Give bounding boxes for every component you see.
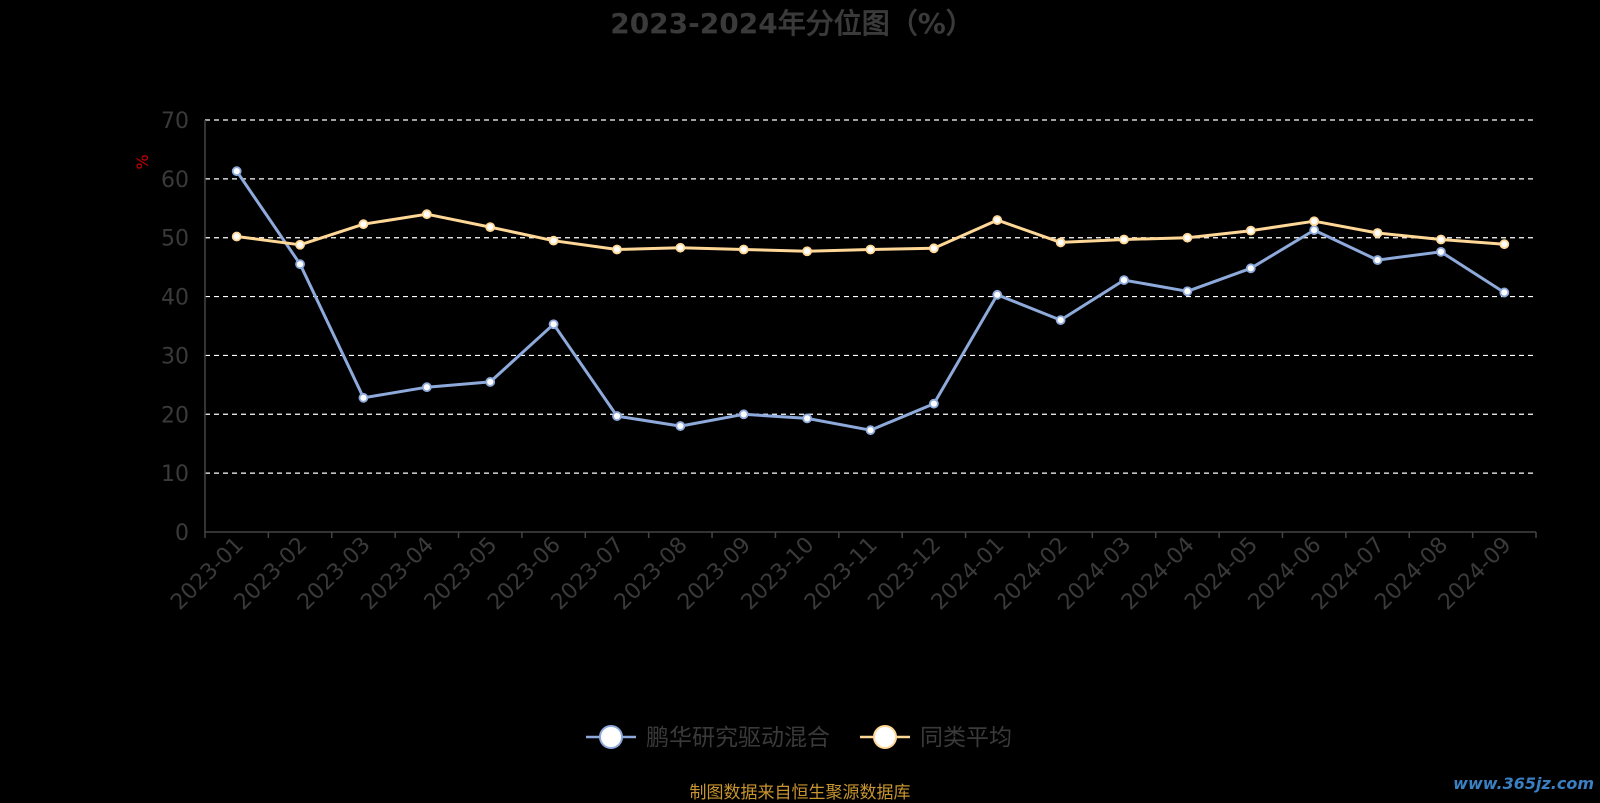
series-2-point xyxy=(358,219,369,230)
series-2-point xyxy=(865,244,876,255)
series-1-point xyxy=(802,413,813,424)
series-1-point xyxy=(865,425,876,436)
series-1-point xyxy=(1055,315,1066,326)
legend-swatch-marker-1 xyxy=(599,725,623,749)
series-2-point xyxy=(675,242,686,253)
series-2-point xyxy=(1119,234,1129,245)
series-2-point xyxy=(1245,225,1256,236)
series-2-point xyxy=(1309,216,1320,227)
series-1-point xyxy=(675,421,686,431)
series-1-point xyxy=(548,319,559,330)
legend-swatch-marker-2 xyxy=(873,725,897,749)
y-tick-label: 0 xyxy=(175,521,189,546)
y-tick-label: 70 xyxy=(161,109,189,134)
series-2-point xyxy=(548,235,559,246)
y-tick-label: 40 xyxy=(161,286,189,311)
series-2-point xyxy=(738,244,749,255)
series-1-point xyxy=(928,398,939,409)
chart-title: 2023-2024年分位图（%） xyxy=(610,7,974,40)
data-source-note: 制图数据来自恒生聚源数据库 xyxy=(689,783,911,803)
series-1-point xyxy=(1182,286,1193,297)
y-tick-label: 30 xyxy=(161,344,189,369)
legend-label-1: 鹏华研究驱动混合 xyxy=(646,725,830,751)
series-1-point xyxy=(1372,255,1383,265)
series-1-point xyxy=(738,409,749,420)
series-1-point xyxy=(1499,287,1510,298)
legend-label-2: 同类平均 xyxy=(920,725,1012,751)
series-2-point xyxy=(1436,234,1446,245)
y-tick-label: 60 xyxy=(161,168,189,193)
series-1-point xyxy=(421,382,432,393)
series-2-point xyxy=(1055,237,1066,248)
series-1-point xyxy=(358,392,369,403)
series-2-point xyxy=(231,231,242,242)
series-2-point xyxy=(1372,228,1383,238)
series-1-point xyxy=(992,289,1003,300)
series-1-point xyxy=(295,259,305,270)
series-1-point xyxy=(1309,225,1320,235)
y-axis-label: % xyxy=(133,154,152,169)
series-2-point xyxy=(1182,232,1193,243)
series-2-point xyxy=(802,246,813,257)
y-tick-label: 50 xyxy=(161,227,189,252)
series-2-point xyxy=(928,243,939,254)
legend: 鹏华研究驱动混合 同类平均 xyxy=(586,725,1012,751)
series-2-point xyxy=(612,244,622,255)
series-2-point xyxy=(992,215,1003,225)
series-1-point xyxy=(1436,246,1446,257)
watermark-logo: www.365jz.com xyxy=(1453,774,1594,793)
series-1-point xyxy=(231,166,242,177)
grid-lines xyxy=(205,119,1536,474)
series-2-point xyxy=(485,222,496,233)
y-tick-label: 10 xyxy=(161,462,189,487)
series-2-point xyxy=(421,209,432,220)
series-lines xyxy=(231,166,1510,436)
series-1-point xyxy=(612,411,622,421)
series-1-point xyxy=(485,377,496,387)
series-1-point xyxy=(1119,275,1129,285)
axes: 0102030405060702023-012023-022023-032023… xyxy=(161,109,1537,615)
series-1-point xyxy=(1245,263,1256,274)
y-tick-label: 20 xyxy=(161,403,189,428)
series-2-point xyxy=(295,239,305,250)
series-2-point xyxy=(1499,239,1510,250)
